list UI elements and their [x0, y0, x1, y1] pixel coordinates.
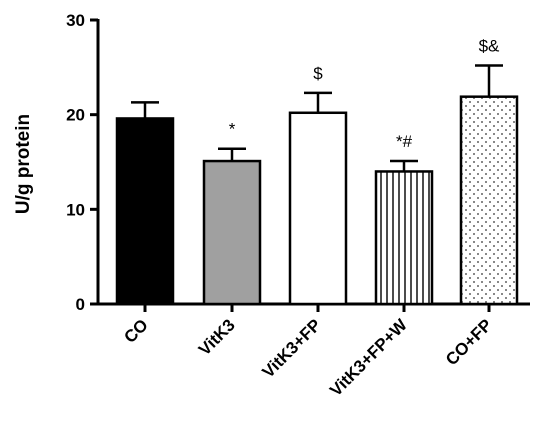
x-tick-label: VitK3	[195, 315, 239, 359]
significance-label: $	[313, 64, 323, 83]
y-axis-label: U/g protein	[13, 114, 34, 214]
bar	[288, 111, 348, 306]
significance-label: $&	[479, 36, 500, 55]
error-bars	[131, 64, 503, 172]
y-tick-label: 30	[66, 11, 85, 30]
bar	[374, 170, 434, 306]
x-tick-label: VitK3+FP+W	[326, 315, 411, 400]
y-axis: 0 10 20 30	[66, 11, 100, 314]
x-axis: CO VitK3 VitK3+FP VitK3+FP+W CO+FP	[96, 302, 530, 400]
bars	[115, 95, 519, 306]
y-tick-label: 0	[76, 295, 85, 314]
bar	[202, 159, 262, 306]
significance-label: *#	[396, 132, 413, 151]
x-tick-label: CO	[120, 315, 151, 346]
significance-annotations: * $ *# $&	[229, 36, 500, 151]
x-tick-label: VitK3+FP	[258, 315, 324, 381]
y-tick-label: 20	[66, 106, 85, 125]
x-tick-label: CO+FP	[442, 315, 496, 369]
bar	[115, 117, 175, 306]
significance-label: *	[229, 120, 236, 139]
y-tick-label: 10	[66, 200, 85, 219]
bar	[459, 95, 519, 306]
